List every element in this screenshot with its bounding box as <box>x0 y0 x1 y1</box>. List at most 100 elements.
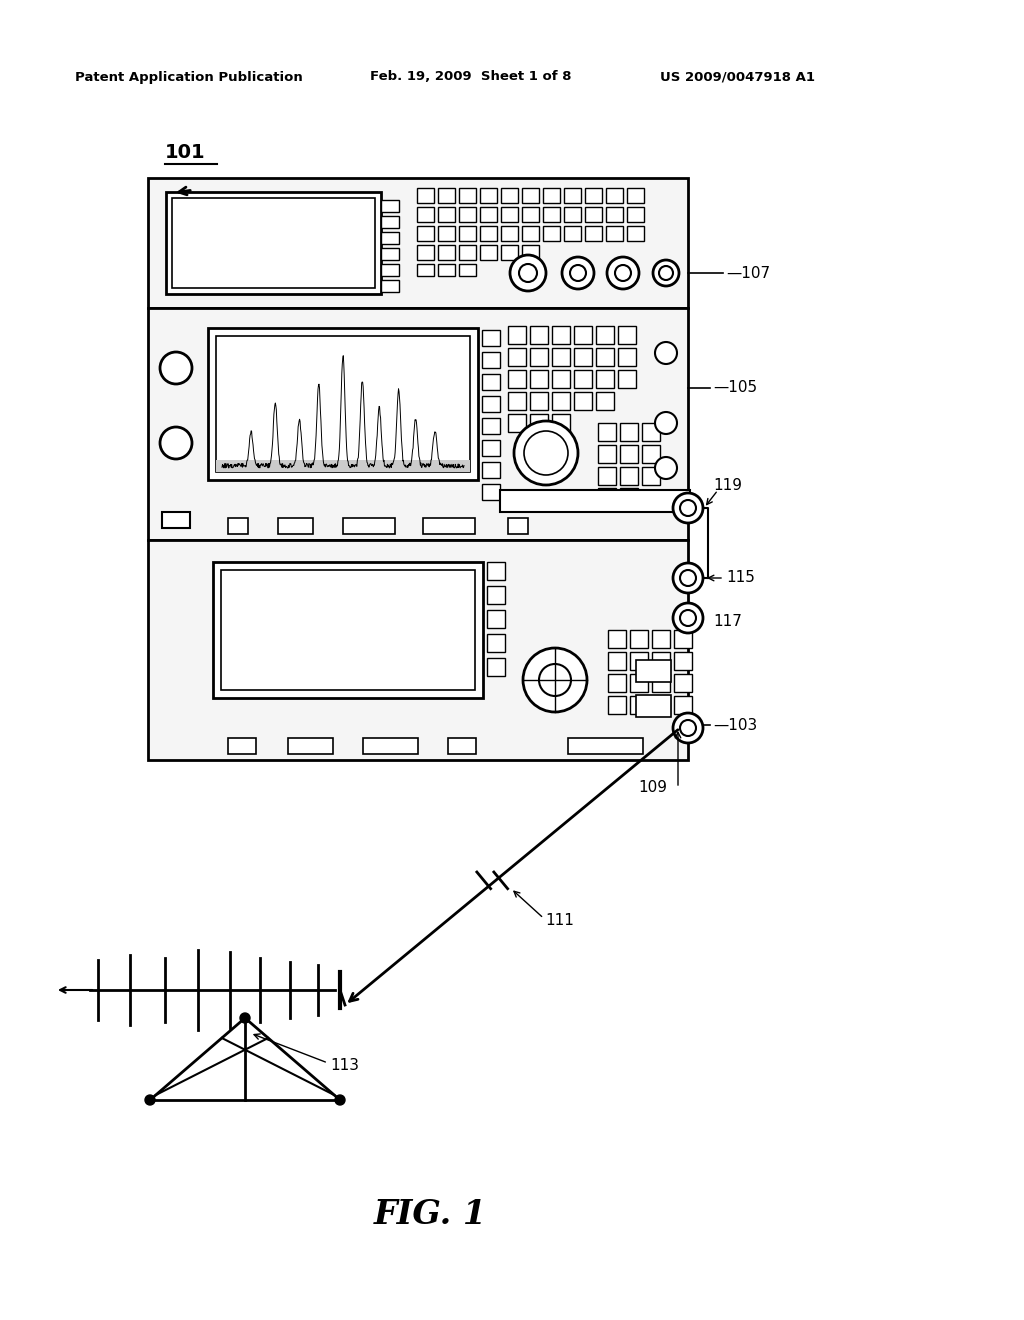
Bar <box>381 216 399 228</box>
Bar <box>213 562 483 698</box>
Bar <box>381 264 399 276</box>
Text: 111: 111 <box>546 913 574 928</box>
Bar <box>381 280 399 292</box>
Bar <box>652 652 670 671</box>
Bar <box>598 422 616 441</box>
Bar <box>636 660 671 682</box>
Circle shape <box>539 664 571 696</box>
Circle shape <box>523 648 587 711</box>
Bar <box>642 467 660 484</box>
Bar <box>417 226 434 242</box>
Text: —103: —103 <box>713 718 758 733</box>
Bar <box>208 327 478 480</box>
Circle shape <box>653 260 679 286</box>
Bar <box>508 392 526 411</box>
Bar <box>596 370 614 388</box>
Bar <box>642 445 660 463</box>
Bar <box>417 264 434 276</box>
Bar <box>362 738 418 754</box>
Bar <box>438 246 455 260</box>
Text: 119: 119 <box>713 479 742 494</box>
Bar <box>522 226 539 242</box>
Circle shape <box>673 713 703 743</box>
Bar <box>459 264 476 276</box>
Bar <box>598 488 616 506</box>
Bar <box>618 370 636 388</box>
Bar <box>627 187 644 203</box>
Bar <box>564 207 581 222</box>
Bar <box>487 586 505 605</box>
Bar <box>522 207 539 222</box>
Bar <box>574 392 592 411</box>
Bar <box>438 264 455 276</box>
Bar <box>500 490 690 512</box>
Circle shape <box>160 426 193 459</box>
Bar <box>508 370 526 388</box>
Circle shape <box>562 257 594 289</box>
Bar <box>642 422 660 441</box>
Bar <box>459 207 476 222</box>
Bar <box>438 207 455 222</box>
Circle shape <box>514 421 578 484</box>
Bar <box>608 652 626 671</box>
Bar <box>482 462 500 478</box>
Bar <box>228 517 248 535</box>
Bar <box>423 517 475 535</box>
Bar <box>487 657 505 676</box>
Bar <box>552 392 570 411</box>
Bar <box>552 348 570 366</box>
Circle shape <box>680 500 696 516</box>
Bar <box>148 178 688 308</box>
Bar <box>620 422 638 441</box>
Bar <box>606 187 623 203</box>
Bar <box>482 374 500 389</box>
Text: Patent Application Publication: Patent Application Publication <box>75 70 303 83</box>
Bar <box>487 634 505 652</box>
Circle shape <box>673 564 703 593</box>
Bar <box>608 630 626 648</box>
Bar <box>606 226 623 242</box>
Bar <box>501 187 518 203</box>
Text: US 2009/0047918 A1: US 2009/0047918 A1 <box>660 70 815 83</box>
Bar <box>522 187 539 203</box>
Text: Feb. 19, 2009  Sheet 1 of 8: Feb. 19, 2009 Sheet 1 of 8 <box>370 70 571 83</box>
Bar <box>508 326 526 345</box>
Text: —107: —107 <box>726 265 770 281</box>
Bar <box>487 562 505 579</box>
Bar <box>417 246 434 260</box>
Bar <box>166 191 381 294</box>
Bar <box>636 696 671 717</box>
Bar <box>449 738 476 754</box>
Bar <box>459 187 476 203</box>
Bar <box>598 467 616 484</box>
Bar <box>480 226 497 242</box>
Bar <box>381 232 399 244</box>
Bar <box>627 226 644 242</box>
Bar <box>501 226 518 242</box>
Bar <box>480 187 497 203</box>
Bar <box>482 352 500 368</box>
Circle shape <box>655 412 677 434</box>
Bar <box>674 630 692 648</box>
Circle shape <box>680 610 696 626</box>
Bar <box>652 630 670 648</box>
Bar <box>608 675 626 692</box>
Bar <box>482 330 500 346</box>
Bar <box>543 226 560 242</box>
Bar <box>596 348 614 366</box>
Bar <box>480 207 497 222</box>
Bar <box>606 207 623 222</box>
Text: 115: 115 <box>726 570 755 586</box>
Bar <box>482 418 500 434</box>
Bar <box>543 187 560 203</box>
Circle shape <box>519 264 537 282</box>
Bar <box>630 696 648 714</box>
Text: —105: —105 <box>713 380 757 396</box>
Bar <box>564 187 581 203</box>
Text: 113: 113 <box>330 1057 359 1072</box>
Circle shape <box>659 267 673 280</box>
Text: 109: 109 <box>638 780 667 796</box>
Bar <box>417 187 434 203</box>
Bar <box>618 348 636 366</box>
Circle shape <box>673 492 703 523</box>
